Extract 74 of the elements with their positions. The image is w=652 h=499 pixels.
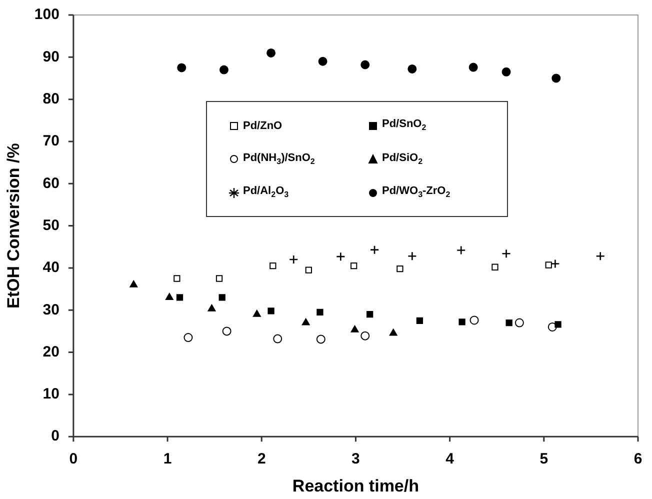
point bbox=[350, 325, 359, 332]
point bbox=[252, 310, 261, 317]
point bbox=[302, 318, 310, 326]
point bbox=[456, 246, 466, 255]
y-tick-label: 70 bbox=[42, 132, 60, 150]
x-tick-label: 4 bbox=[446, 450, 455, 468]
x-tick-label: 0 bbox=[69, 450, 78, 468]
point bbox=[502, 67, 511, 76]
point bbox=[458, 318, 466, 326]
point bbox=[396, 265, 404, 272]
point bbox=[273, 334, 282, 344]
point bbox=[218, 294, 226, 301]
point bbox=[216, 275, 223, 282]
legend-label: Pd/SiO$_{2}$ bbox=[382, 152, 423, 166]
point bbox=[554, 321, 562, 328]
x-tick-label: 3 bbox=[352, 450, 360, 468]
y-tick-label: 40 bbox=[42, 259, 60, 276]
x-axis-title: Reaction time/h bbox=[292, 476, 420, 496]
point bbox=[366, 311, 374, 318]
y-tick-label: 100 bbox=[34, 6, 60, 24]
point bbox=[492, 264, 498, 270]
legend-label: Pd/WO$_{3}$-ZrO$_{2}$ bbox=[382, 185, 450, 200]
point bbox=[545, 262, 552, 268]
point bbox=[305, 266, 312, 274]
point bbox=[184, 333, 193, 342]
point bbox=[506, 319, 512, 326]
y-tick-label: 60 bbox=[42, 174, 60, 192]
point bbox=[514, 318, 524, 328]
point bbox=[552, 74, 561, 83]
x-tick-label: 1 bbox=[163, 450, 172, 468]
point bbox=[596, 252, 606, 261]
point bbox=[222, 326, 232, 336]
point bbox=[389, 328, 398, 336]
point bbox=[219, 65, 228, 74]
point bbox=[336, 252, 346, 262]
point bbox=[270, 262, 276, 270]
y-tick-label: 30 bbox=[42, 301, 60, 318]
y-tick-label: 0 bbox=[51, 428, 60, 445]
point bbox=[468, 62, 478, 72]
point bbox=[370, 245, 380, 254]
y-axis-title: EtOH Conversion /% bbox=[4, 143, 23, 308]
point bbox=[316, 334, 326, 344]
y-tick-label: 90 bbox=[42, 48, 60, 66]
point bbox=[268, 308, 274, 314]
y-tick-label: 20 bbox=[42, 343, 60, 360]
point bbox=[408, 64, 417, 74]
point bbox=[288, 254, 298, 264]
point bbox=[316, 308, 324, 316]
legend-label: Pd/ZnO bbox=[243, 120, 282, 132]
point bbox=[502, 248, 511, 258]
x-tick-label: 2 bbox=[257, 450, 266, 468]
point bbox=[550, 259, 560, 268]
point bbox=[130, 280, 138, 288]
legend-label: Pd/Al$_{2}$O$_{3}$ bbox=[243, 185, 289, 200]
point bbox=[408, 252, 417, 261]
point bbox=[177, 63, 186, 72]
point bbox=[176, 294, 184, 301]
legend-label: Pd/SnO$_{2}$ bbox=[382, 118, 426, 133]
point bbox=[208, 304, 216, 312]
point bbox=[318, 56, 328, 66]
point bbox=[350, 262, 358, 270]
point bbox=[360, 60, 370, 70]
point bbox=[416, 317, 424, 324]
point bbox=[174, 275, 180, 282]
x-tick-label: 6 bbox=[634, 450, 642, 468]
y-tick-label: 10 bbox=[42, 386, 60, 403]
point bbox=[266, 48, 276, 58]
x-tick-label: 5 bbox=[540, 450, 548, 468]
point bbox=[470, 316, 479, 325]
point bbox=[360, 331, 370, 340]
point bbox=[165, 292, 174, 300]
y-tick-label: 80 bbox=[42, 90, 60, 108]
y-tick-label: 50 bbox=[42, 216, 60, 234]
legend-label: Pd(NH$_{3}$)/SnO$_{2}$ bbox=[243, 152, 315, 166]
